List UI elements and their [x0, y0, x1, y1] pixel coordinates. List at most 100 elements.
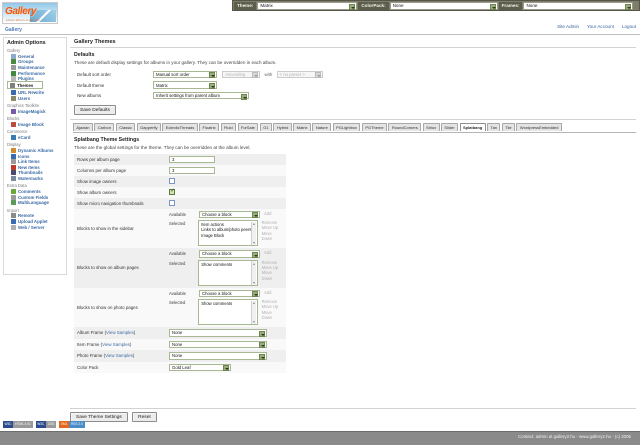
photo-blocks-add-button[interactable]: Add: [264, 289, 272, 295]
sidebar-item-thumbnails[interactable]: Thumbnails: [7, 170, 64, 176]
tab-slider[interactable]: Slider: [441, 123, 459, 132]
tab-splatbang[interactable]: Splatbang: [459, 123, 486, 132]
sidebar-blocks-add-button[interactable]: Add: [264, 210, 272, 216]
sidebar-item-icons[interactable]: Icons: [7, 153, 64, 159]
tab-matrix[interactable]: Matrix: [293, 123, 311, 132]
sidebar-item-ecard[interactable]: eCard: [7, 134, 64, 141]
tab-floatrix[interactable]: Floatrix: [199, 123, 220, 132]
validation-badge[interactable]: W3C CSS: [35, 421, 57, 428]
album-blocks-add-button[interactable]: Add: [264, 250, 272, 256]
sidebar-item-watermarks[interactable]: Watermarks: [7, 175, 64, 182]
sidebar-blocks-moveup-button[interactable]: Move Up: [261, 225, 279, 231]
sidebar-blocks-movedown-button[interactable]: Move Down: [261, 230, 273, 242]
tab-forsale[interactable]: ForSale: [237, 123, 259, 132]
tab-eclecticthreads[interactable]: EclecticThreads: [162, 123, 198, 132]
rows-per-album-input[interactable]: 3: [169, 155, 215, 163]
save-defaults-button[interactable]: Save Defaults: [74, 105, 116, 116]
tab-tile[interactable]: Tile: [501, 123, 515, 132]
sidebar-item-dynamic-albums[interactable]: Dynamic Albums: [7, 147, 64, 154]
tab-pglightbox[interactable]: PGLightbox: [332, 123, 361, 132]
frames-select[interactable]: None: [523, 1, 634, 10]
sidebar-item-imagemagick[interactable]: ImageMagick: [7, 108, 64, 114]
tab-roundcorners[interactable]: RoundCorners: [388, 123, 422, 132]
default-theme-select[interactable]: Matrix: [153, 81, 217, 89]
scrollbar[interactable]: [251, 221, 257, 246]
sidebar-blocks-available-select[interactable]: Choose a block: [199, 210, 260, 219]
tab-pgtheme[interactable]: PGTheme: [361, 123, 387, 132]
photo-frame-select[interactable]: None: [169, 352, 267, 360]
sidebar-blocks-remove-button[interactable]: Remove: [261, 220, 278, 226]
tab-nature[interactable]: Nature: [312, 123, 332, 132]
sidebar-item-performance[interactable]: Performance: [7, 70, 64, 76]
sidebar-item-upload-applet[interactable]: Upload Applet: [7, 218, 64, 225]
show-album-owners-checkbox[interactable]: [169, 188, 175, 195]
sidebar-item-general[interactable]: General: [7, 53, 64, 60]
sidebar-item-comments[interactable]: Comments: [7, 189, 64, 195]
scrollbar[interactable]: [251, 261, 257, 285]
sidebar-item-url-rewrite[interactable]: URL Rewrite: [7, 90, 64, 96]
tab-fluid[interactable]: Fluid: [220, 123, 236, 132]
show-image-owners-checkbox[interactable]: [169, 177, 175, 184]
show-micro-nav-checkbox[interactable]: [169, 199, 175, 206]
selected-label: Selected: [169, 300, 186, 306]
photo-blocks-available-select[interactable]: Choose a block: [199, 289, 260, 298]
album-blocks-moveup-button[interactable]: Move Up: [261, 264, 279, 270]
album-blocks-movedown-button[interactable]: Move Down: [261, 270, 273, 281]
photo-frame-samples-link[interactable]: View Samples: [105, 353, 133, 359]
tab-tan[interactable]: Tan: [487, 123, 501, 132]
sidebar-item-new-items[interactable]: New Items: [7, 164, 64, 170]
sidebar-item-custom-fields[interactable]: Custom Fields: [7, 194, 64, 200]
breadcrumb[interactable]: Gallery: [0, 26, 640, 35]
album-blocks-selected-list[interactable]: Show comments: [198, 259, 258, 286]
album-frame-select[interactable]: None: [169, 329, 267, 337]
sidebar-item-maintenance[interactable]: Maintenance: [7, 64, 64, 71]
show-micro-nav-row: Show micro navigation thumbnails: [74, 197, 286, 209]
sidebar-item-multilanguage[interactable]: MultiLanguage: [7, 200, 64, 206]
tab-classic[interactable]: Classic: [115, 123, 136, 132]
link-your-account[interactable]: Your Account: [587, 24, 614, 29]
sidebar-item-link-items[interactable]: Link Items: [7, 159, 64, 165]
photo-blocks-moveup-button[interactable]: Move Up: [261, 304, 279, 310]
colorpack-select[interactable]: None: [389, 1, 498, 10]
sidebar-item-remote[interactable]: Remote: [7, 213, 64, 219]
validation-badge[interactable]: W3C HTML 4.01: [3, 421, 33, 428]
default-sort-order-select[interactable]: Manual sort order: [153, 70, 217, 79]
link-site-admin[interactable]: Site Admin: [557, 24, 580, 29]
link-icon: [11, 90, 16, 96]
tab-g1[interactable]: G1: [259, 123, 272, 132]
wrench-icon: [11, 64, 16, 70]
validation-badge[interactable]: XML RSS 2.0: [59, 421, 85, 428]
tab-wordpressembedded[interactable]: WordpressEmbedded: [516, 123, 562, 132]
tab-hybrid[interactable]: Hybrid: [273, 123, 292, 132]
sidebar-item-groups[interactable]: Groups: [7, 59, 64, 65]
theme-select[interactable]: Matrix: [257, 1, 358, 10]
sidebar-item-label: ImageMagick: [18, 108, 46, 114]
sidebar-blocks-selected-list[interactable]: Item actions Links to album/photo peers …: [198, 220, 258, 247]
album-blocks-remove-button[interactable]: Remove: [261, 259, 278, 265]
photo-blocks-remove-button[interactable]: Remove: [261, 299, 278, 305]
new-albums-select[interactable]: Inherit settings from parent album: [153, 91, 249, 100]
album-blocks-available-select[interactable]: Choose a block: [199, 250, 260, 258]
item-frame-samples-link[interactable]: View Samples: [102, 341, 130, 347]
photo-blocks-selected-list[interactable]: Show comments: [198, 299, 258, 326]
linkitems-icon: [11, 159, 16, 165]
reset-button[interactable]: Reset: [132, 412, 157, 422]
tab-carbon[interactable]: Carbon: [94, 123, 115, 132]
tab-dapperfly[interactable]: Dapperfly: [136, 123, 161, 132]
item-frame-select[interactable]: None: [169, 340, 267, 349]
link-logout[interactable]: Logout: [621, 24, 636, 29]
badge-right-label: HTML 4.01: [13, 421, 33, 428]
scrollbar[interactable]: [251, 300, 257, 325]
color-pack-select[interactable]: Gold Leaf: [169, 363, 231, 372]
photo-blocks-movedown-button[interactable]: Move Down: [261, 309, 273, 321]
tab-ajaxian[interactable]: Ajaxian: [73, 123, 93, 132]
sidebar-item-web-server[interactable]: Web / Server: [7, 224, 64, 230]
album-frame-samples-link[interactable]: View Samples: [106, 330, 134, 336]
sidebar-item-image-block[interactable]: Image Block: [7, 121, 64, 128]
gallery-logo[interactable]: Gallery photo album organizer: [2, 2, 58, 24]
sidebar-item-themes[interactable]: Themes: [7, 81, 44, 89]
cols-per-album-input[interactable]: 3: [169, 166, 215, 174]
sidebar-item-users[interactable]: Users: [7, 95, 64, 101]
sidebar-item-plugins[interactable]: Plugins: [7, 76, 64, 82]
tab-siriux[interactable]: Siriux: [422, 123, 440, 132]
